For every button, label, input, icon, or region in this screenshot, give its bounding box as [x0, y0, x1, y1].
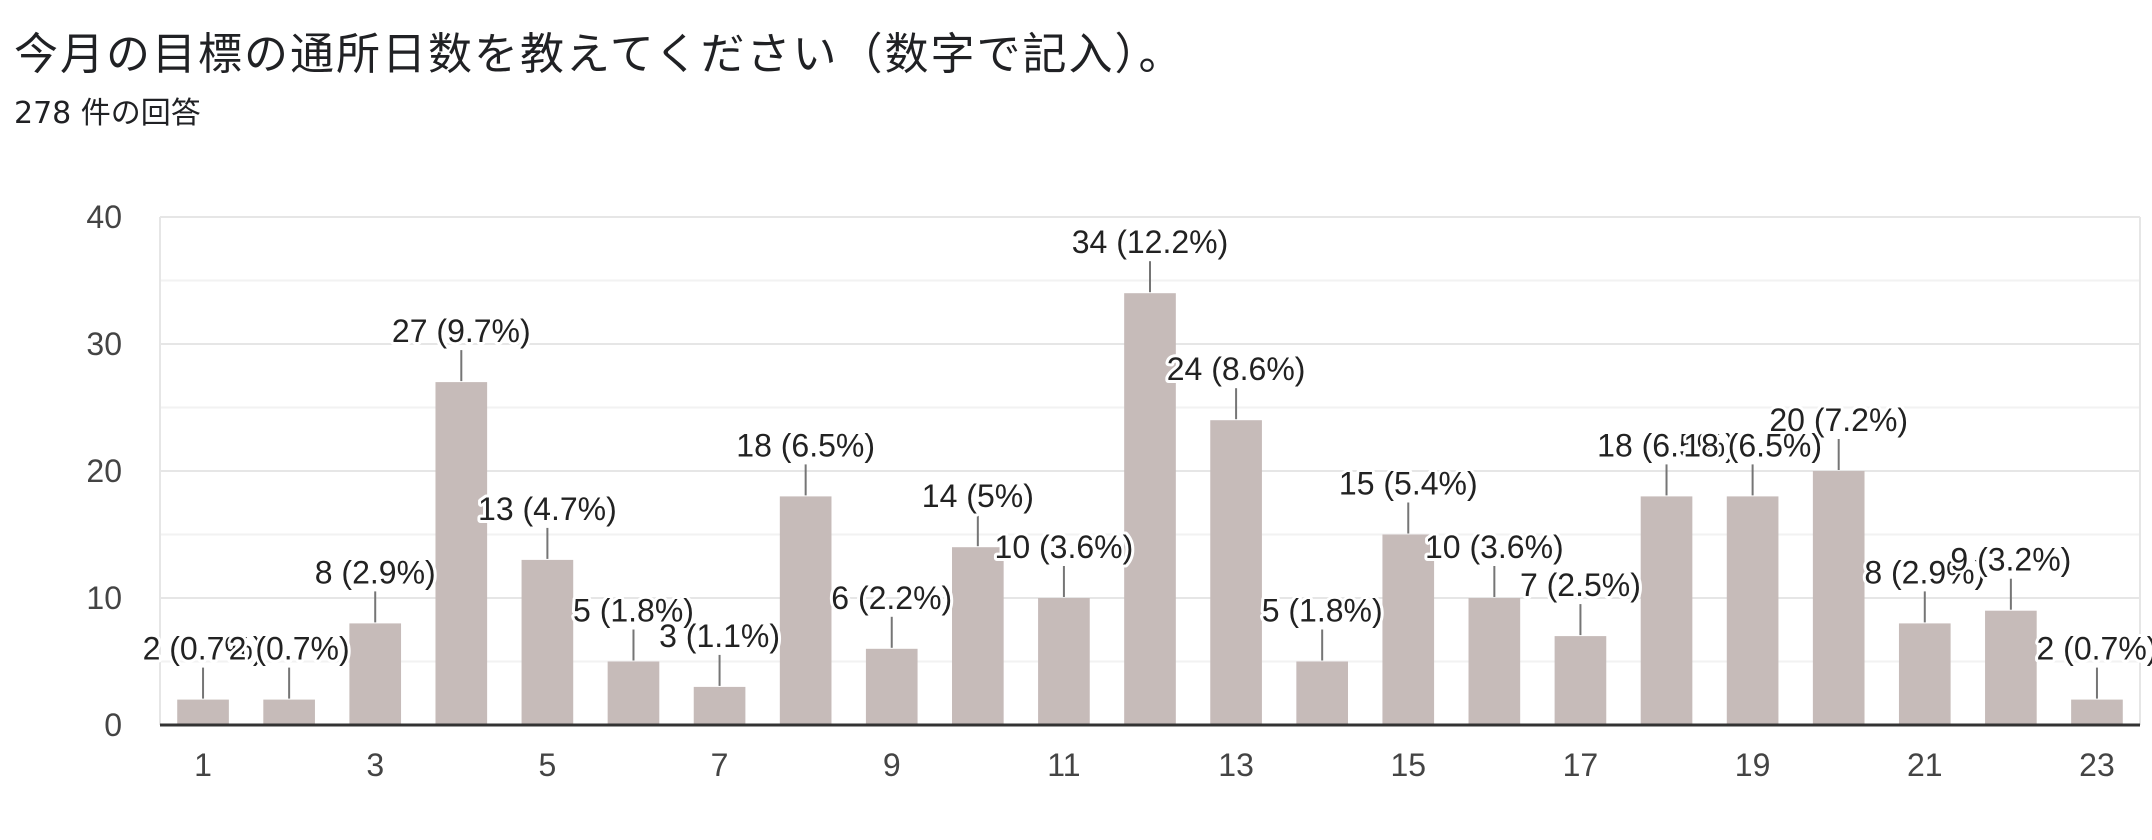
bar: [349, 623, 402, 725]
data-label: 10 (3.6%): [995, 529, 1134, 565]
bar: [1985, 610, 2037, 725]
bar: [1124, 293, 1176, 725]
data-label: 3 (1.1%): [659, 618, 780, 654]
bar: [1726, 496, 1779, 725]
data-label: 9 (3.2%): [1950, 542, 2071, 578]
data-label: 18 (6.5%): [1597, 427, 1736, 463]
data-label: 2 (0.7%): [229, 631, 350, 667]
data-label: 20 (7.2%): [1769, 402, 1908, 438]
y-tick-label: 30: [86, 326, 122, 362]
response-count: 278 件の回答: [14, 96, 201, 131]
y-tick-label: 10: [86, 580, 122, 616]
data-label: 13 (4.7%): [478, 491, 617, 527]
bar: [952, 547, 1004, 725]
x-tick-label: 3: [366, 747, 384, 783]
bar: [1554, 636, 1607, 725]
bar: [1296, 661, 1348, 725]
x-tick-label: 17: [1563, 747, 1599, 783]
bar: [693, 686, 746, 725]
bar: [263, 699, 315, 725]
x-tick-label: 13: [1218, 747, 1254, 783]
chart-title: 今月の目標の通所日数を教えてください（数字で記入）。: [14, 29, 1185, 80]
data-label: 10 (3.6%): [1425, 529, 1564, 565]
bar: [1038, 598, 1090, 725]
data-label: 18 (6.5%): [1683, 427, 1822, 463]
data-label: 6 (2.2%): [831, 580, 952, 616]
data-label: 14 (5%): [922, 478, 1034, 514]
x-tick-label: 7: [711, 747, 729, 783]
x-tick-label: 15: [1390, 747, 1426, 783]
y-tick-label: 40: [86, 199, 122, 235]
x-tick-label: 21: [1907, 747, 1943, 783]
bar: [1640, 496, 1693, 725]
x-tick-label: 5: [538, 747, 556, 783]
bar: [177, 699, 229, 725]
bar: [435, 382, 488, 725]
data-label: 8 (2.9%): [1864, 554, 1985, 590]
data-labels: 2 (0.7%)2 (0.7%)8 (2.9%)27 (9.7%)13 (4.7…: [140, 221, 2152, 669]
data-label: 34 (12.2%): [1072, 224, 1229, 260]
y-tick-label: 0: [104, 707, 122, 743]
data-label: 24 (8.6%): [1167, 351, 1306, 387]
x-tick-label: 1: [194, 747, 212, 783]
x-axis-ticks: 1 3 5 7 9 11 13 15 17 19 21 23: [194, 747, 2115, 783]
data-label: 7 (2.5%): [1520, 567, 1641, 603]
x-tick-label: 19: [1735, 747, 1771, 783]
data-label: 5 (1.8%): [573, 593, 694, 629]
label-leader-lines: [202, 261, 2098, 699]
y-axis-ticks: 0 10 20 30 40: [86, 199, 122, 743]
data-label: 15 (5.4%): [1339, 466, 1478, 502]
bar: [865, 648, 918, 725]
data-label: 2 (0.7%): [143, 631, 264, 667]
data-label: 27 (9.7%): [392, 313, 531, 349]
data-label: 18 (6.5%): [736, 427, 875, 463]
bar: [1468, 598, 1521, 725]
data-label: 8 (2.9%): [315, 554, 436, 590]
data-label: 5 (1.8%): [1262, 593, 1383, 629]
bars: [177, 293, 2123, 725]
bar: [779, 496, 832, 725]
x-tick-label: 23: [2079, 747, 2115, 783]
data-label: 2 (0.7%): [2036, 631, 2152, 667]
bar: [1812, 471, 1865, 725]
bar: [1382, 534, 1435, 725]
x-tick-label: 9: [883, 747, 901, 783]
bar: [521, 559, 574, 725]
bar: [1210, 420, 1262, 725]
x-tick-label: 11: [1047, 747, 1080, 783]
bar: [607, 661, 660, 725]
y-tick-label: 20: [86, 453, 122, 489]
bar: [1898, 623, 1951, 725]
bar: [2071, 699, 2123, 725]
